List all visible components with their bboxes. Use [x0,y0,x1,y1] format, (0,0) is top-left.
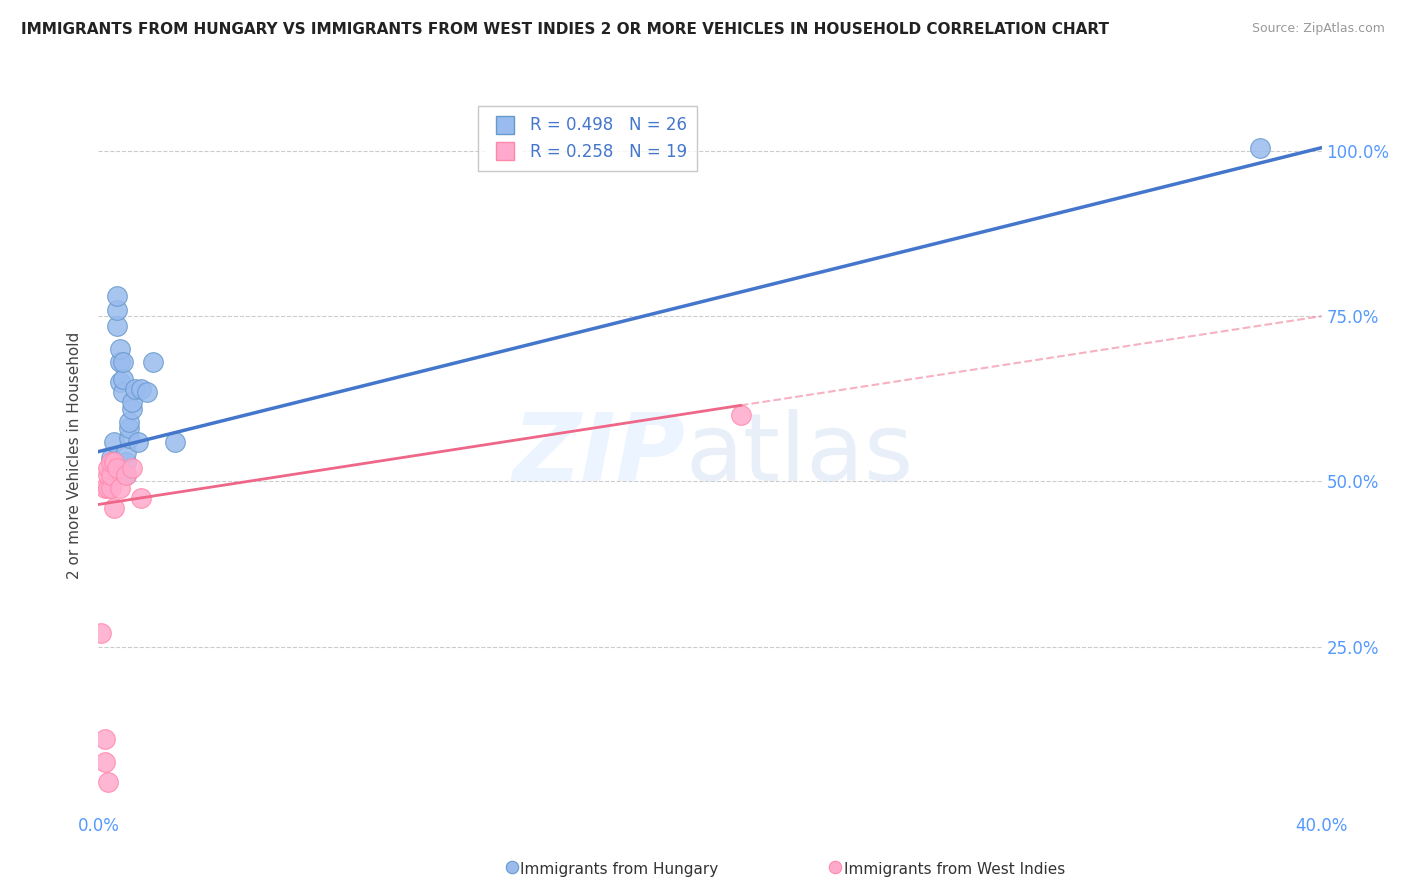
Point [115,467,138,482]
Point [100,454,122,468]
Point [97,481,120,495]
Point [127,434,149,449]
Point [1249,141,1271,155]
Point [105,461,128,475]
Point [129,491,152,505]
Point [93,732,115,747]
Point [108,481,131,495]
Text: Source: ZipAtlas.com: Source: ZipAtlas.com [1251,22,1385,36]
Point [118,415,141,429]
Text: atlas: atlas [686,409,914,501]
Text: Immigrants from West Indies: Immigrants from West Indies [844,863,1064,877]
Point [163,434,186,449]
Text: IMMIGRANTS FROM HUNGARY VS IMMIGRANTS FROM WEST INDIES 2 OR MORE VEHICLES IN HOU: IMMIGRANTS FROM HUNGARY VS IMMIGRANTS FR… [21,22,1109,37]
Point [121,395,143,409]
Text: ZIP: ZIP [513,409,686,501]
Point [100,467,122,482]
Point [105,319,128,334]
Point [142,355,165,369]
Point [115,444,138,458]
Text: Immigrants from Hungary: Immigrants from Hungary [520,863,718,877]
Point [501,860,523,874]
Point [97,775,120,789]
Point [108,376,131,390]
Point [129,382,152,396]
Point [90,626,112,640]
Point [111,355,134,369]
Point [118,431,141,445]
Point [100,481,122,495]
Point [103,500,125,515]
Y-axis label: 2 or more Vehicles in Household: 2 or more Vehicles in Household [67,331,83,579]
Point [93,755,115,769]
Point [111,385,134,400]
Point [824,860,846,874]
Point [97,461,120,475]
Point [111,372,134,386]
Point [105,302,128,317]
Point [100,451,122,466]
Point [121,401,143,416]
Point [93,481,115,495]
Point [108,342,131,356]
Point [136,385,159,400]
Point [105,289,128,303]
Point [121,461,143,475]
Point [103,434,125,449]
Point [97,467,120,482]
Point [108,355,131,369]
Point [730,409,752,423]
Point [124,382,146,396]
Point [118,421,141,435]
Point [115,467,138,482]
Point [115,454,138,468]
Legend: R = 0.498   N = 26, R = 0.258   N = 19: R = 0.498 N = 26, R = 0.258 N = 19 [478,106,697,170]
Point [103,454,125,468]
